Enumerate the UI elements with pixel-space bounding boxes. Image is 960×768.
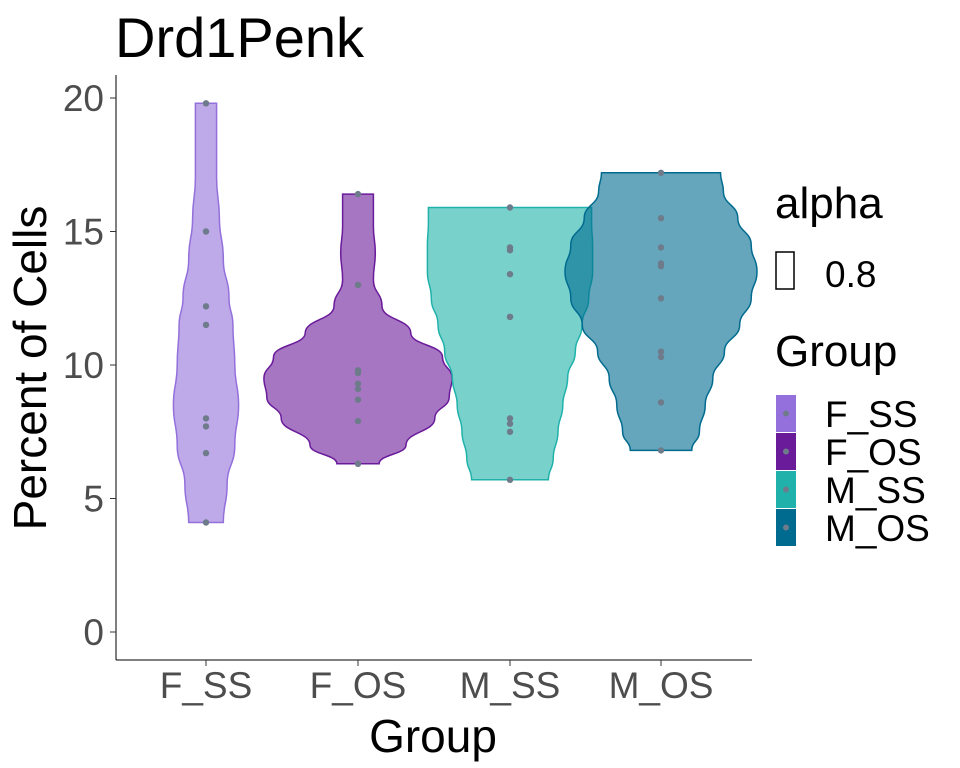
data-point-m-os (657, 399, 665, 406)
chart-title: Drd1Penk (115, 6, 365, 69)
y-tick-label: 0 (83, 612, 104, 653)
legend-group-title: Group (775, 327, 897, 376)
legend: alpha 0.8 Group F_SSF_OSM_SSM_OS (775, 179, 930, 549)
y-tick-label: 20 (63, 78, 104, 119)
data-point-f-os (354, 380, 362, 387)
legend-label-m-os: M_OS (825, 508, 930, 549)
y-axis-ticks: 0 5 10 15 20 (63, 78, 116, 653)
violin-m-ss (426, 206, 594, 481)
data-point-m-ss (506, 247, 514, 254)
data-point-m-ss (506, 428, 514, 435)
legend-point-key (783, 448, 789, 455)
violin-m-os (564, 172, 758, 452)
y-tick-label: 15 (63, 212, 104, 253)
data-point-m-os (657, 215, 665, 222)
violin-f-os (263, 193, 453, 465)
data-point-m-ss (506, 204, 514, 211)
data-point-f-ss (202, 449, 210, 457)
data-point-m-os (657, 169, 665, 176)
data-point-m-ss (506, 271, 514, 278)
data-point-f-ss (202, 519, 210, 526)
data-point-m-os (657, 263, 665, 270)
data-point-f-os (354, 396, 362, 403)
x-axis-label: Group (369, 710, 497, 762)
data-point-m-os (657, 447, 665, 454)
legend-group-items: F_SSF_OSM_SSM_OS (776, 394, 930, 549)
data-point-f-os (354, 281, 362, 289)
data-point-f-os (354, 417, 362, 425)
legend-alpha-title: alpha (775, 179, 883, 228)
data-point-f-ss (202, 415, 210, 422)
legend-alpha-value: 0.8 (825, 254, 876, 295)
legend-label-m-ss: M_SS (825, 470, 926, 511)
legend-point-key (783, 486, 789, 493)
data-point-m-ss (506, 476, 514, 483)
x-tick-label: M_SS (460, 665, 561, 706)
data-point-f-os (354, 190, 362, 198)
legend-label-f-ss: F_SS (825, 394, 918, 435)
y-tick-label: 10 (63, 345, 104, 386)
data-point-m-os (657, 295, 665, 302)
x-tick-label: M_OS (609, 665, 714, 706)
y-tick-label: 5 (83, 479, 104, 520)
data-point-m-os (657, 244, 665, 251)
x-tick-label: F_SS (160, 665, 253, 706)
legend-label-f-os: F_OS (825, 432, 922, 473)
data-point-f-ss (202, 100, 210, 107)
legend-point-key (783, 524, 789, 531)
data-point-f-os (354, 460, 362, 467)
data-point-f-ss (202, 423, 210, 430)
x-tick-label: F_OS (310, 665, 407, 706)
violin-f-ss (172, 102, 240, 524)
data-point-m-ss (506, 420, 514, 427)
data-point-f-ss (202, 228, 210, 235)
data-point-m-os (657, 353, 665, 361)
data-point-m-ss (506, 313, 514, 321)
data-point-f-ss (202, 321, 210, 329)
legend-alpha-key (775, 251, 795, 290)
plot-area (172, 100, 758, 526)
data-point-m-ss (506, 415, 514, 422)
data-point-m-os (657, 348, 665, 355)
x-axis-ticks: F_SS F_OS M_SS M_OS (160, 660, 714, 706)
data-point-f-ss (202, 303, 210, 310)
data-point-f-os (354, 369, 362, 377)
legend-point-key (783, 410, 789, 417)
data-point-f-os (354, 385, 362, 393)
y-axis-label: Percent of Cells (4, 206, 56, 531)
